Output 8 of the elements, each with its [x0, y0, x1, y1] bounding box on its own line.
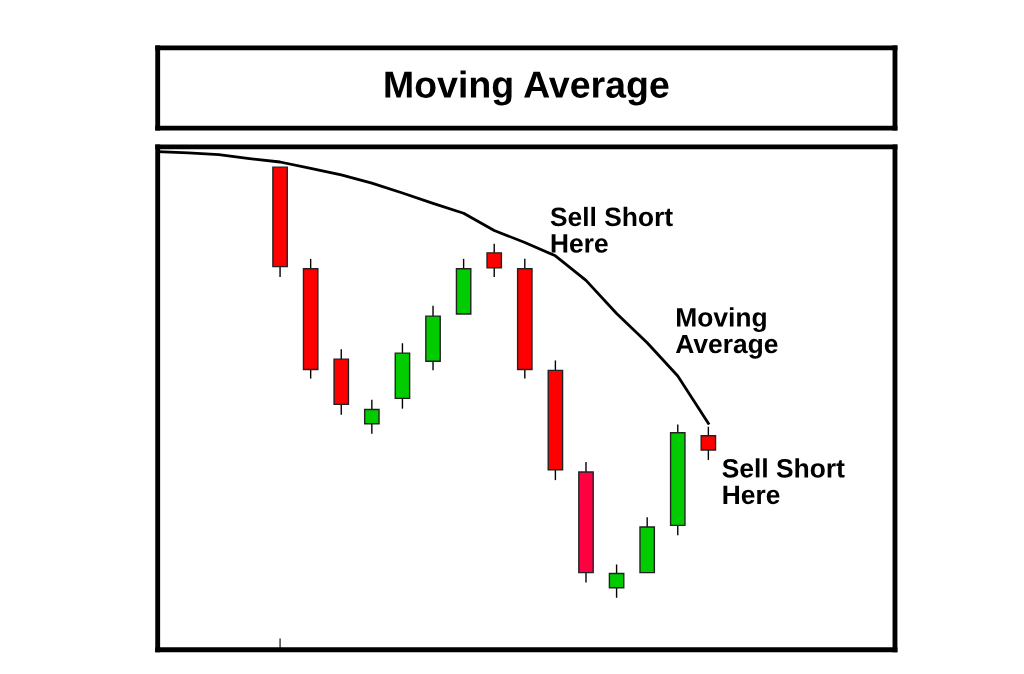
candlestick	[608, 563, 625, 599]
annotation: Sell Short Here	[722, 458, 845, 505]
annotation: Moving Average	[675, 307, 778, 359]
annotation: Sell Short Here	[550, 206, 673, 253]
candlestick	[700, 426, 717, 461]
candlestick	[486, 243, 503, 278]
chart-title: Moving Average	[385, 70, 669, 106]
candlestick	[363, 398, 380, 435]
